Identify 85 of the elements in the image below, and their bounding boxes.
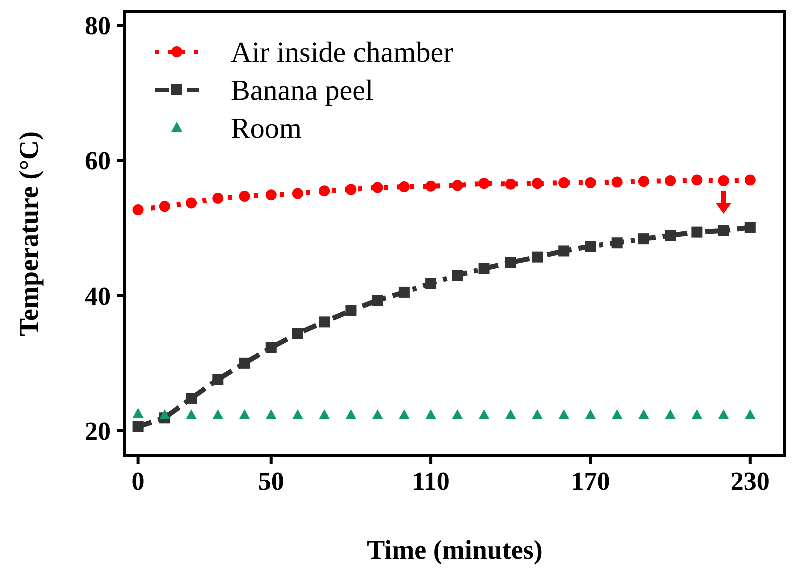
point <box>665 230 676 242</box>
point <box>638 234 650 245</box>
x-tick-label: 170 <box>571 467 610 496</box>
point <box>346 409 357 420</box>
point <box>638 409 650 420</box>
point <box>132 204 144 216</box>
point <box>239 409 250 420</box>
point <box>612 238 623 249</box>
point <box>532 178 543 190</box>
point <box>718 175 730 186</box>
point <box>319 316 330 328</box>
point <box>638 176 650 188</box>
legend-label: Room <box>231 113 302 145</box>
point <box>292 328 304 340</box>
point <box>292 188 304 200</box>
point <box>266 190 277 201</box>
point <box>212 193 224 204</box>
point <box>665 409 676 420</box>
point <box>744 409 756 420</box>
point <box>532 409 543 420</box>
y-tick-label: 20 <box>85 416 111 446</box>
legend-label: Banana peel <box>231 75 374 107</box>
point <box>692 409 703 420</box>
point <box>478 263 490 274</box>
point <box>132 408 144 418</box>
y-tick-label: 60 <box>85 146 111 176</box>
point <box>718 409 730 420</box>
x-tick-label: 50 <box>258 467 284 496</box>
point <box>665 175 676 186</box>
point <box>426 409 437 420</box>
x-tick-label: 0 <box>132 467 145 496</box>
point <box>292 409 304 420</box>
x-tick-label: 110 <box>412 467 450 496</box>
point <box>372 409 384 420</box>
point <box>452 180 464 192</box>
point <box>558 177 570 188</box>
point <box>532 252 543 263</box>
y-tick-label: 40 <box>85 282 111 311</box>
point <box>159 409 170 420</box>
point <box>398 286 410 298</box>
point <box>478 178 490 190</box>
point <box>612 176 623 188</box>
point <box>346 184 357 196</box>
point <box>239 358 250 369</box>
point <box>319 409 330 420</box>
point <box>505 409 516 420</box>
point <box>426 180 437 192</box>
point <box>266 342 277 354</box>
point <box>558 246 570 257</box>
point <box>692 226 703 238</box>
point <box>319 186 330 197</box>
y-tick-label: 80 <box>85 12 111 41</box>
point <box>585 177 596 188</box>
point <box>212 374 224 386</box>
point <box>585 409 596 420</box>
point <box>372 182 384 194</box>
x-tick-label: 230 <box>730 467 770 496</box>
point <box>558 409 570 420</box>
point <box>612 409 623 420</box>
point <box>132 421 144 432</box>
point <box>692 174 703 186</box>
point <box>452 270 464 282</box>
point <box>186 198 198 209</box>
point <box>212 409 224 420</box>
y-axis-title: Temperature (°C) <box>14 131 44 337</box>
legend-label: Air inside chamber <box>231 37 454 69</box>
point <box>505 257 516 268</box>
point <box>239 190 250 202</box>
point <box>159 201 170 212</box>
point <box>372 295 384 306</box>
point <box>744 174 756 186</box>
point <box>398 409 410 420</box>
point <box>452 409 464 420</box>
point <box>186 409 198 420</box>
point <box>585 241 596 252</box>
point <box>346 305 357 316</box>
point <box>478 409 490 420</box>
point <box>266 409 277 420</box>
point <box>426 278 437 290</box>
x-axis-title: Time (minutes) <box>367 535 543 565</box>
point <box>744 222 756 234</box>
point <box>398 182 410 193</box>
point <box>505 178 516 190</box>
point <box>186 393 198 404</box>
point <box>718 225 730 236</box>
